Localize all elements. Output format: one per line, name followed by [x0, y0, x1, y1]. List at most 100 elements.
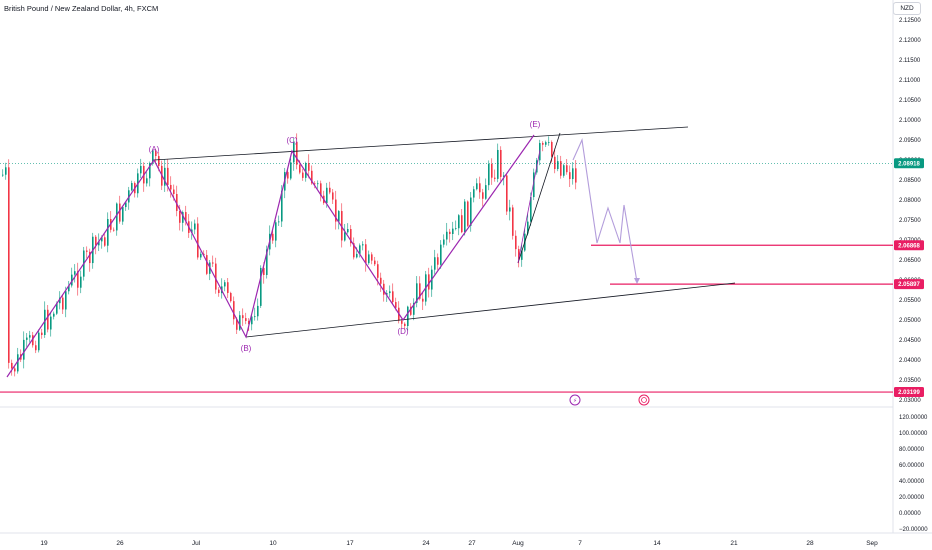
candle-body [554, 156, 556, 170]
wave-zigzag[interactable] [6, 134, 535, 378]
candle-body [173, 189, 175, 195]
candle-body [392, 291, 394, 303]
candle-body [194, 223, 196, 230]
price-tick-label: 2.08500 [899, 178, 921, 184]
candle-body [146, 178, 148, 184]
time-tick-label: 17 [346, 540, 354, 547]
candle-body [506, 175, 508, 212]
candle-body [113, 229, 115, 231]
candle-body [257, 305, 259, 317]
candle-body [236, 319, 238, 330]
wave-label: (A) [149, 145, 160, 154]
time-tick-label: 21 [730, 540, 738, 547]
candle-body [287, 172, 289, 179]
candle-body [131, 183, 133, 191]
candle-body [308, 163, 310, 171]
candle-body [2, 174, 4, 176]
inner-wave-zigzag[interactable] [517, 149, 541, 264]
candle-body [347, 229, 349, 233]
candle-body [428, 274, 430, 290]
price-axis[interactable]: 2.12500 2.12000 2.11500 2.11000 2.10500 2.100… [899, 18, 921, 404]
event-flash-icon[interactable] [569, 394, 581, 406]
wave-label: (B) [241, 344, 252, 353]
inner-wave-line[interactable] [517, 132, 561, 264]
candle-body [491, 163, 493, 178]
candle-body [26, 337, 28, 340]
candle-body [572, 168, 574, 180]
candle-body [122, 207, 124, 222]
candle-body [254, 316, 256, 318]
candle-body [359, 245, 361, 254]
candle-body [476, 183, 478, 190]
candle-body [281, 190, 283, 222]
candle-body [488, 163, 490, 186]
candle-body [458, 215, 460, 229]
candle-body [380, 277, 382, 284]
candle-body [317, 183, 319, 185]
candle-body [443, 239, 445, 245]
candle-body [29, 335, 31, 338]
flash-glyph: ⚡ [573, 398, 577, 405]
time-axis[interactable]: 19 26 Jul 10 17 24 27 Aug 7 14 21 28 Sep [40, 540, 878, 547]
candle-body [503, 175, 505, 177]
candle-body [530, 197, 532, 222]
candle-body [203, 253, 205, 256]
candle-body [107, 219, 109, 246]
candle-body [101, 237, 103, 242]
price-levels[interactable] [0, 162, 893, 393]
candle-body [5, 167, 7, 175]
candle-body [434, 257, 436, 270]
price-tick-label: 2.06500 [899, 258, 921, 264]
price-tick-label: 2.09500 [899, 138, 921, 144]
candle-body [215, 263, 217, 290]
candle-body [365, 244, 367, 264]
time-tick-label: 14 [653, 540, 661, 547]
candle-body [575, 168, 577, 183]
candle-body [230, 292, 232, 302]
indicator-axis[interactable]: 120.00000 100.00000 80.00000 60.00000 40.000… [899, 415, 928, 533]
price-tick-label: 2.04000 [899, 358, 921, 364]
candle-body [419, 283, 421, 299]
projected-path[interactable] [572, 138, 638, 283]
event-flag-icon[interactable] [638, 394, 650, 406]
candle-body [179, 210, 181, 223]
candle-body [422, 298, 424, 302]
candle-body [560, 161, 562, 176]
candle-body [566, 165, 568, 173]
candle-body [170, 184, 172, 190]
lower-trendline[interactable] [245, 282, 736, 338]
price-tick-label: 2.04500 [899, 338, 921, 344]
candle-body [242, 315, 244, 319]
candle-body [461, 215, 463, 233]
candle-body [44, 309, 46, 335]
candle-body [74, 271, 76, 275]
candle-body [266, 249, 268, 275]
candle-body [212, 262, 214, 264]
price-tick-label: 2.12500 [899, 18, 921, 24]
candle-body [86, 250, 88, 252]
candle-body [509, 207, 511, 212]
candle-body [278, 221, 280, 223]
price-tick-label: 2.10000 [899, 118, 921, 124]
upper-trendline[interactable] [153, 126, 689, 161]
price-tick-label: 2.07500 [899, 218, 921, 224]
candle-body [386, 293, 388, 295]
indicator-tick-label: −20.00000 [899, 527, 928, 533]
candle-body [548, 142, 550, 143]
candle-body [521, 250, 523, 260]
candle-body [533, 172, 535, 198]
candle-body [299, 164, 301, 173]
candle-body [116, 203, 118, 231]
price-tick-label: 2.03000 [899, 398, 921, 404]
candle-body [500, 149, 502, 177]
candle-body [245, 318, 247, 321]
wave-labels: (A) (B) (C) (D) (E) [149, 120, 541, 353]
candle-body [569, 172, 571, 180]
wave-label: (E) [530, 120, 541, 129]
price-tick-label: 2.11500 [899, 58, 921, 64]
time-tick-label: Jul [192, 540, 201, 547]
price-tick-label: 2.05500 [899, 298, 921, 304]
candle-body [8, 167, 10, 363]
candle-body [362, 244, 364, 246]
